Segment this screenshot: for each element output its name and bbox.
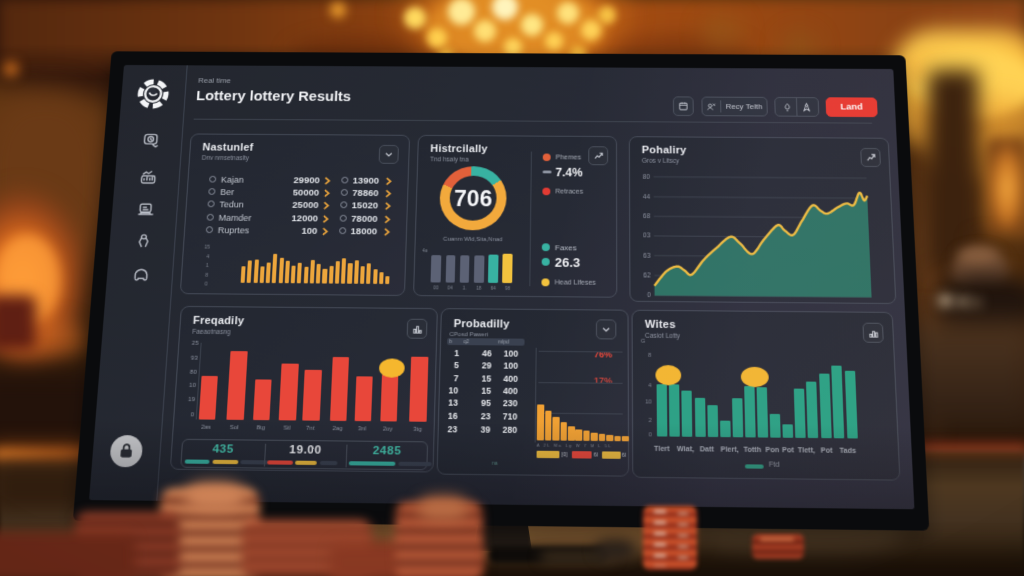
svg-text:0: 0 (647, 293, 651, 299)
svg-text:68: 68 (643, 214, 651, 220)
svg-text:80: 80 (643, 175, 651, 181)
svg-text:03: 03 (643, 234, 651, 240)
svg-text:44: 44 (643, 195, 651, 201)
svg-text:62: 62 (643, 273, 651, 279)
svg-text:63: 63 (643, 253, 651, 259)
